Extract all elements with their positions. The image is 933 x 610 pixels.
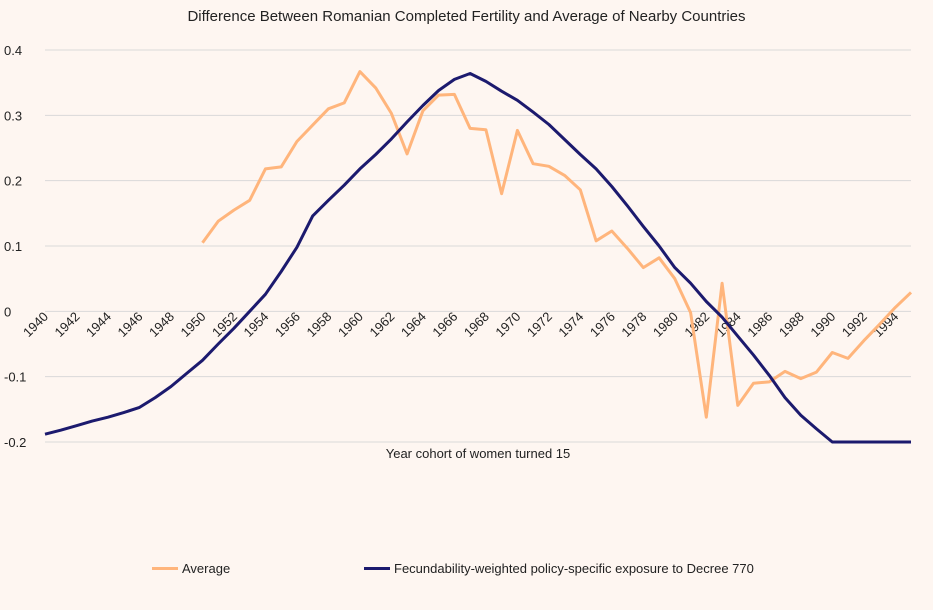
x-tick-label: 1982 xyxy=(681,309,712,340)
legend-item-average: Average xyxy=(152,561,230,576)
x-tick-label: 1948 xyxy=(146,309,177,340)
x-tick-label: 1994 xyxy=(870,309,901,340)
x-tick-label: 1950 xyxy=(178,309,209,340)
x-tick-label: 1992 xyxy=(839,309,870,340)
x-tick-label: 1946 xyxy=(115,309,146,340)
x-tick-label: 1952 xyxy=(209,309,240,340)
legend-label-exposure: Fecundability-weighted policy-specific e… xyxy=(394,561,754,576)
x-tick-label: 1988 xyxy=(776,309,807,340)
legend-swatch-exposure xyxy=(364,567,390,570)
x-tick-label: 1960 xyxy=(335,309,366,340)
y-tick-label: -0.1 xyxy=(4,370,26,385)
x-tick-label: 1974 xyxy=(555,309,586,340)
y-tick-label: 0.2 xyxy=(4,174,22,189)
x-tick-label: 1970 xyxy=(492,309,523,340)
x-tick-label: 1986 xyxy=(744,309,775,340)
legend-label-average: Average xyxy=(182,561,231,576)
x-axis-ticks: 1940 1942 1944 1946 1948 1950 1952 1954 1956 1958… xyxy=(20,309,901,340)
x-tick-label: 1980 xyxy=(650,309,681,340)
x-tick-label: 1956 xyxy=(272,309,303,340)
series-line-exposure xyxy=(44,72,911,444)
x-axis-label: Year cohort of women turned 15 xyxy=(385,446,571,461)
gridlines xyxy=(45,49,911,443)
chart-title: Difference Between Romanian Completed Fe… xyxy=(187,8,746,25)
y-tick-label: 0.3 xyxy=(4,108,22,123)
x-tick-label: 1990 xyxy=(807,309,838,340)
x-tick-label: 1976 xyxy=(587,309,618,340)
series-line-average xyxy=(201,70,913,419)
legend-item-exposure: Fecundability-weighted policy-specific e… xyxy=(364,561,754,576)
x-tick-label: 1968 xyxy=(461,309,492,340)
y-tick-label: 0.4 xyxy=(4,43,22,58)
x-tick-label: 1958 xyxy=(303,309,334,340)
x-tick-label: 1966 xyxy=(429,309,460,340)
x-tick-label: 1942 xyxy=(52,309,83,340)
y-tick-label: 0 xyxy=(4,304,11,319)
series-lines xyxy=(44,70,913,444)
y-axis-ticks: -0.2 -0.1 0 0.1 0.2 0.3 0.4 xyxy=(4,43,26,450)
x-tick-label: 1972 xyxy=(524,309,555,340)
x-tick-label: 1962 xyxy=(366,309,397,340)
x-tick-label: 1964 xyxy=(398,309,429,340)
x-tick-label: 1954 xyxy=(241,309,272,340)
y-tick-label: -0.2 xyxy=(4,435,26,450)
legend-swatch-average xyxy=(152,567,178,570)
x-tick-label: 1940 xyxy=(20,309,51,340)
x-tick-label: 1978 xyxy=(618,309,649,340)
y-tick-label: 0.1 xyxy=(4,239,22,254)
x-tick-label: 1944 xyxy=(83,309,114,340)
